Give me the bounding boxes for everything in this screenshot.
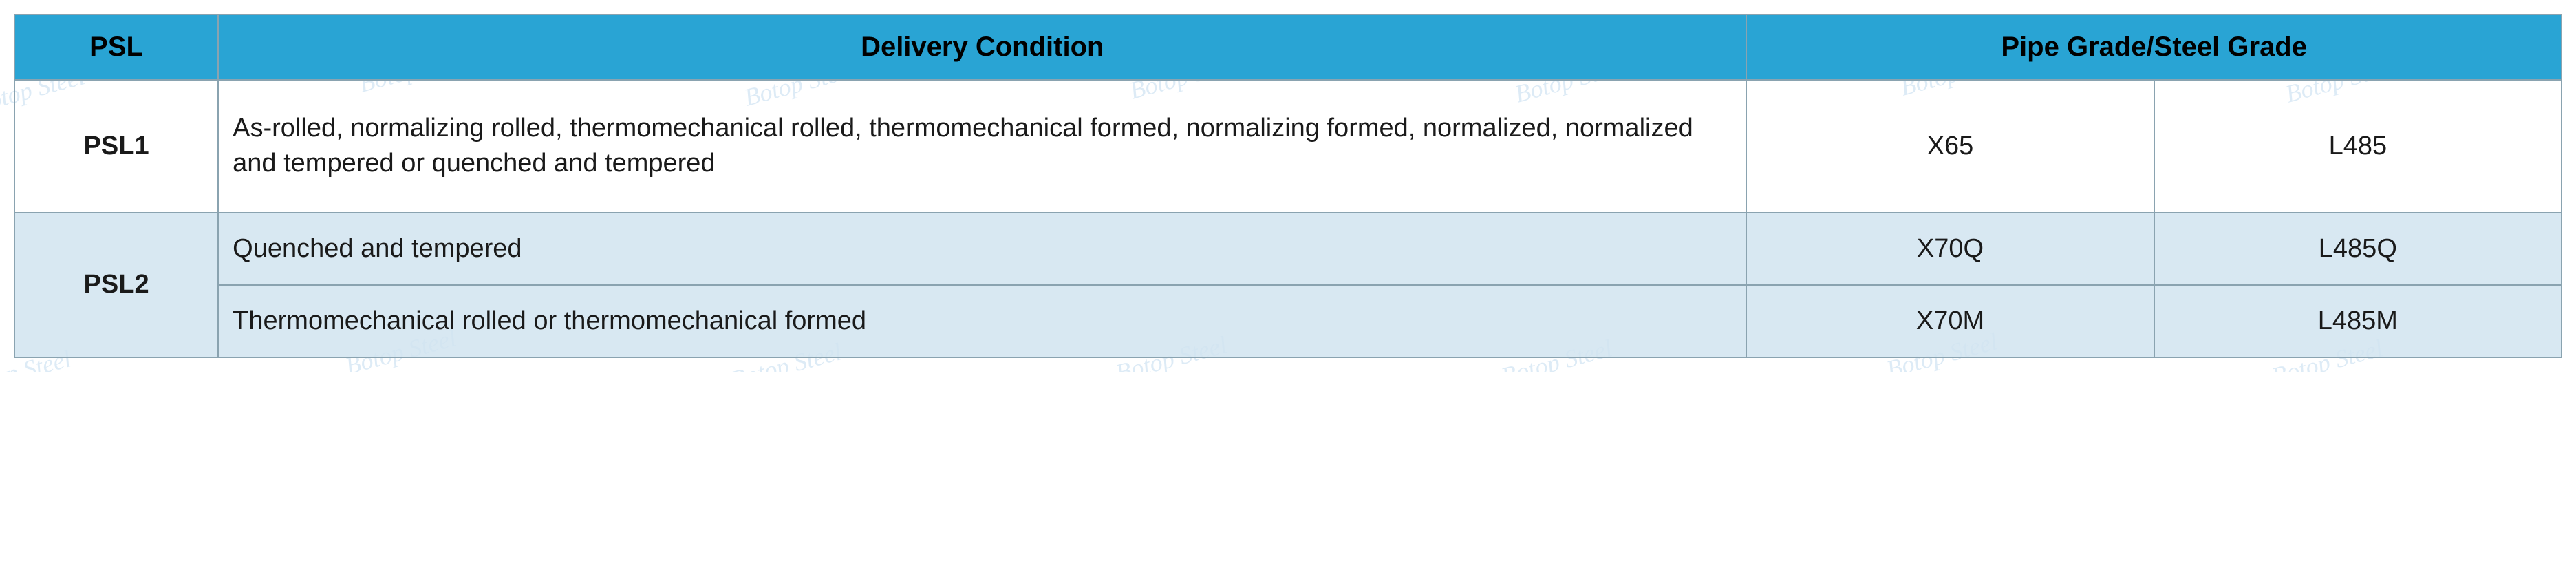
pipe-grade-cell: X70Q bbox=[1746, 213, 2154, 285]
condition-cell: Thermomechanical rolled or thermomechani… bbox=[218, 285, 1746, 357]
steel-grade-cell: L485M bbox=[2154, 285, 2562, 357]
table-row: Thermomechanical rolled or thermomechani… bbox=[14, 285, 2562, 357]
condition-cell: Quenched and tempered bbox=[218, 213, 1746, 285]
steel-grade-cell: L485 bbox=[2154, 80, 2562, 213]
table-row: PSL2 Quenched and tempered X70Q L485Q bbox=[14, 213, 2562, 285]
header-pipe-steel-grade: Pipe Grade/Steel Grade bbox=[1746, 14, 2562, 80]
pipe-grade-cell: X70M bbox=[1746, 285, 2154, 357]
table-header: PSL Delivery Condition Pipe Grade/Steel … bbox=[14, 14, 2562, 80]
pipe-grade-cell: X65 bbox=[1746, 80, 2154, 213]
steel-grade-cell: L485Q bbox=[2154, 213, 2562, 285]
header-psl: PSL bbox=[14, 14, 218, 80]
psl-cell: PSL1 bbox=[14, 80, 218, 213]
condition-cell: As-rolled, normalizing rolled, thermomec… bbox=[218, 80, 1746, 213]
table-row: PSL1 As-rolled, normalizing rolled, ther… bbox=[14, 80, 2562, 213]
psl-cell: PSL2 bbox=[14, 213, 218, 358]
header-delivery-condition: Delivery Condition bbox=[218, 14, 1746, 80]
psl-grade-table: PSL Delivery Condition Pipe Grade/Steel … bbox=[14, 14, 2562, 358]
